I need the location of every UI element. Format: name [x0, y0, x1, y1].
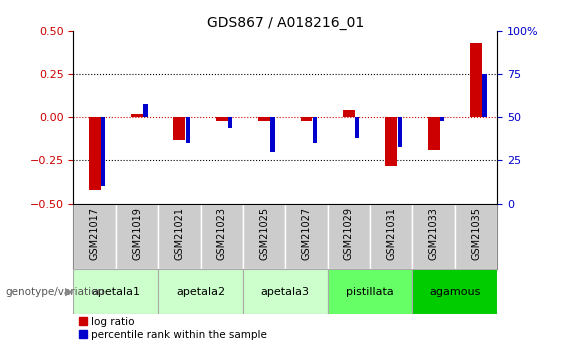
Text: GSM21029: GSM21029 [344, 207, 354, 260]
Bar [370, 204, 412, 269]
Bar [301, 117, 312, 121]
Bar [73, 204, 116, 269]
Bar [216, 117, 228, 121]
Bar [101, 117, 105, 186]
Text: GSM21017: GSM21017 [90, 207, 99, 260]
Bar [131, 114, 143, 117]
Text: GSM21025: GSM21025 [259, 207, 269, 260]
Text: GSM21019: GSM21019 [132, 207, 142, 260]
Text: pistillata: pistillata [346, 287, 394, 296]
Bar [385, 117, 397, 166]
Bar [455, 204, 497, 269]
Bar [243, 204, 285, 269]
Text: ▶: ▶ [65, 287, 73, 296]
Bar [412, 269, 497, 314]
Bar [470, 43, 482, 117]
Bar [285, 204, 328, 269]
Text: GSM21021: GSM21021 [175, 207, 184, 260]
Bar [243, 269, 328, 314]
Text: agamous: agamous [429, 287, 480, 296]
Text: GSM21023: GSM21023 [217, 207, 227, 260]
Bar [271, 117, 275, 152]
Bar [328, 204, 370, 269]
Bar [201, 204, 243, 269]
Bar [428, 117, 440, 150]
Title: GDS867 / A018216_01: GDS867 / A018216_01 [207, 16, 364, 30]
Bar [313, 117, 317, 143]
Text: GSM21027: GSM21027 [302, 207, 311, 260]
Bar [186, 117, 190, 143]
Bar [343, 110, 355, 117]
Bar [173, 117, 185, 140]
Bar [89, 117, 101, 190]
Bar [158, 204, 201, 269]
Bar [158, 269, 243, 314]
Bar [258, 117, 270, 121]
Bar [440, 117, 444, 121]
Bar [116, 204, 158, 269]
Legend: log ratio, percentile rank within the sample: log ratio, percentile rank within the sa… [79, 317, 267, 340]
Text: apetala2: apetala2 [176, 287, 225, 296]
Bar [328, 269, 412, 314]
Bar [73, 269, 158, 314]
Bar [398, 117, 402, 147]
Text: GSM21033: GSM21033 [429, 207, 438, 260]
Text: genotype/variation: genotype/variation [6, 287, 105, 296]
Bar [144, 104, 147, 117]
Text: GSM21031: GSM21031 [386, 207, 396, 260]
Text: apetala3: apetala3 [261, 287, 310, 296]
Text: apetala1: apetala1 [92, 287, 140, 296]
Bar [355, 117, 359, 138]
Bar [228, 117, 232, 128]
Bar [412, 204, 455, 269]
Bar [483, 74, 486, 117]
Text: GSM21035: GSM21035 [471, 207, 481, 260]
